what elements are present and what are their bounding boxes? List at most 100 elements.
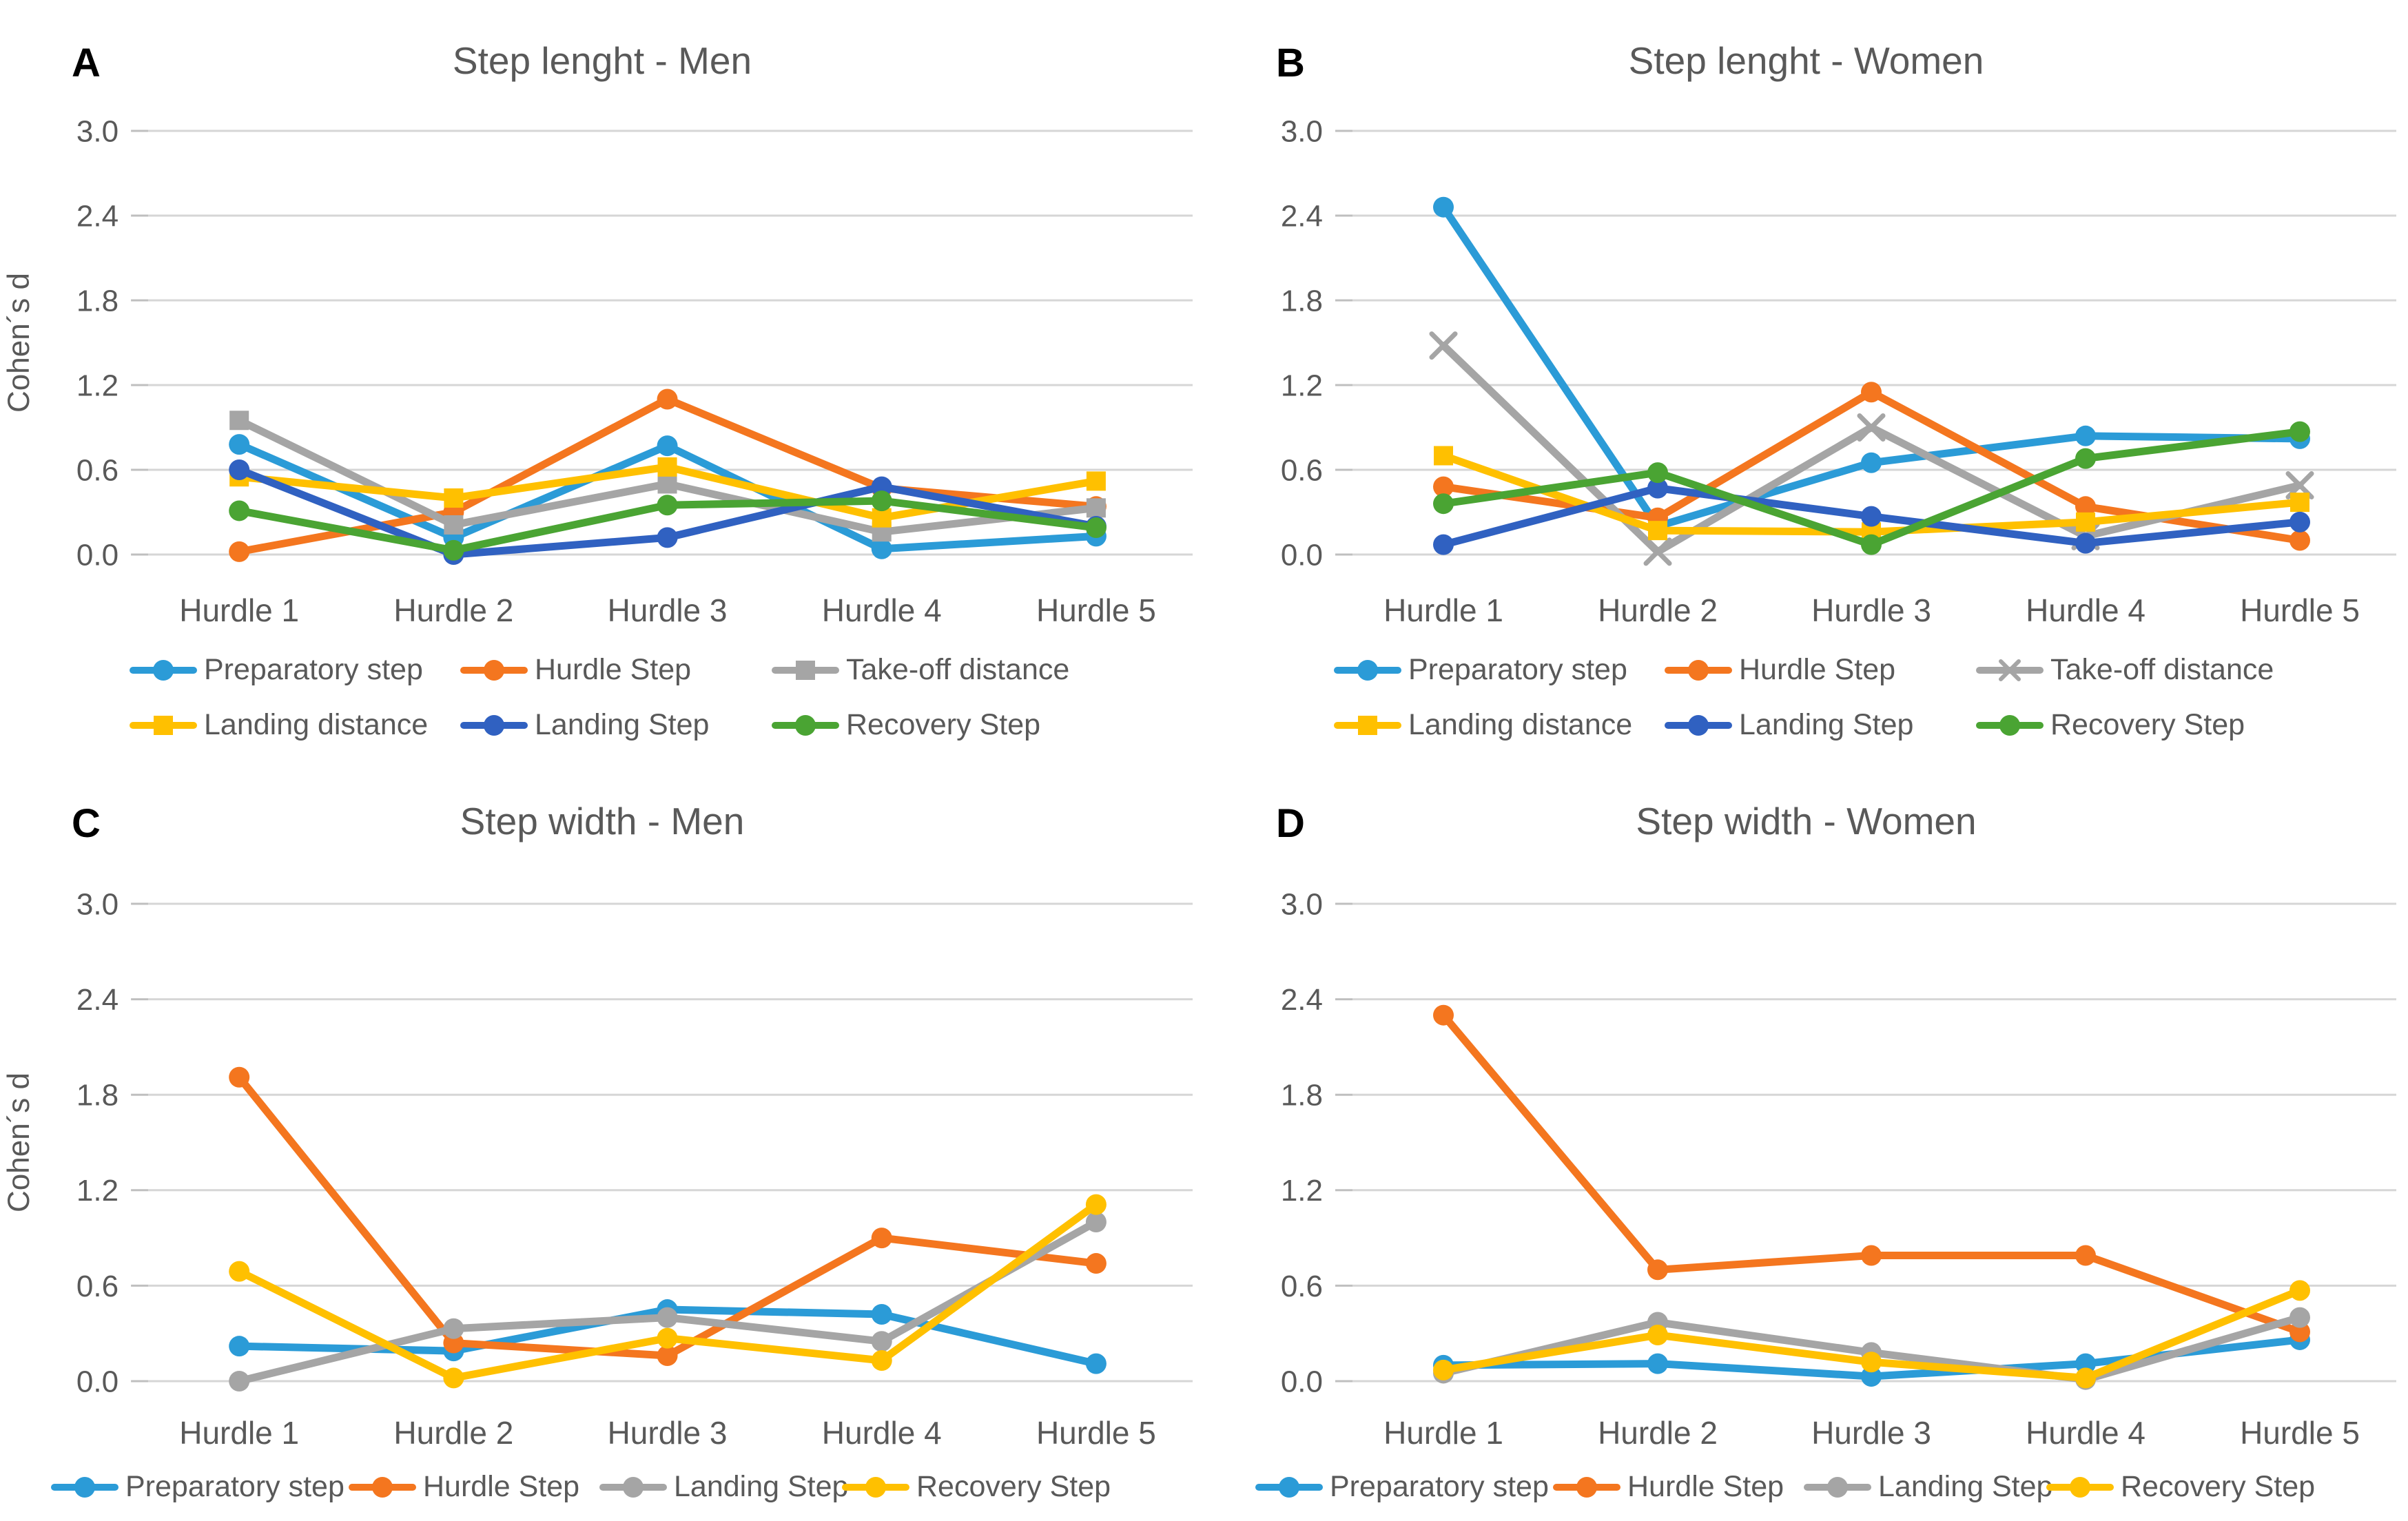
panel-b-title: Step lenght - Women xyxy=(1628,39,1984,82)
circle-marker-icon xyxy=(795,714,816,736)
legend-row: Preparatory step Hurdle Step Landing Step R… xyxy=(1204,1470,2408,1504)
legend-line xyxy=(1553,1476,1620,1498)
legend-label: Hurdle Step xyxy=(1739,653,1896,686)
y-tick-label: 0.6 xyxy=(76,453,119,487)
y-tick-label: 0.0 xyxy=(76,1365,119,1398)
data-point-circle xyxy=(1647,477,1668,499)
data-point-circle xyxy=(871,476,892,497)
data-point-circle xyxy=(2289,421,2310,442)
circle-marker-icon xyxy=(1827,1476,1848,1498)
series-recovery-step xyxy=(1433,1280,2310,1389)
legend-item-landing-distance: Landing distance xyxy=(130,708,460,742)
y-tick-label: 2.4 xyxy=(76,983,119,1017)
data-point-circle xyxy=(1085,1253,1107,1274)
legend-row: Landing distance Landing Step Recovery Ste… xyxy=(1204,708,2408,742)
legend-line xyxy=(51,1476,119,1498)
data-point-circle xyxy=(2075,425,2096,446)
data-point-circle xyxy=(1861,452,1882,473)
data-point-circle xyxy=(1861,382,1882,403)
panel-d-letter: D xyxy=(1276,801,1305,846)
data-point-circle xyxy=(229,500,250,521)
x-category-label: Hurdle 3 xyxy=(608,592,728,628)
data-point-circle xyxy=(2289,511,2310,532)
chart-a: 3.02.41.81.20.60.0 Cohen´s d Hurdle 1 Hurdl… xyxy=(2,114,1193,628)
x-category-label: Hurdle 1 xyxy=(179,1415,299,1451)
legend-item-landing-step: Landing Step xyxy=(599,1470,848,1504)
legend-row: Preparatory step Hurdle Step Take-off dist… xyxy=(0,653,1204,687)
data-point-circle xyxy=(443,1367,464,1389)
y-axis: 3.0 2.4 1.8 1.2 0.6 0.0 xyxy=(76,114,1193,572)
x-category-label: Hurdle 2 xyxy=(393,1415,513,1451)
legend-label: Landing Step xyxy=(1878,1470,2053,1503)
data-point-circle xyxy=(2075,496,2096,517)
series-line xyxy=(1439,203,2304,530)
y-tick-label: 1.8 xyxy=(76,1079,119,1113)
circle-marker-icon xyxy=(623,1476,644,1498)
x-category-label: Hurdle 5 xyxy=(2240,592,2360,628)
legend-line xyxy=(772,714,839,736)
data-point-x xyxy=(1857,413,1886,442)
circle-marker-icon xyxy=(1688,659,1709,681)
circle-marker-icon xyxy=(865,1476,886,1498)
data-point-circle xyxy=(1861,1352,1882,1373)
legend-label: Recovery Step xyxy=(846,708,1041,741)
legend-label: Recovery Step xyxy=(2050,708,2245,741)
data-point-circle xyxy=(229,1261,250,1282)
square-marker-icon xyxy=(796,660,815,680)
circle-marker-icon xyxy=(1357,659,1378,681)
legend-item-hurdle-step: Hurdle Step xyxy=(349,1470,599,1504)
legend-item-landing-step: Landing Step xyxy=(1804,1470,2052,1504)
panel-d: 3.0 2.4 1.8 1.2 0.6 0.0 Hurdle 1 Hurdle 2 Hurdle… xyxy=(1204,760,2408,1521)
data-point-circle xyxy=(1433,493,1454,515)
data-point-circle xyxy=(657,1345,678,1367)
data-point-square xyxy=(2076,512,2095,532)
x-category-label: Hurdle 4 xyxy=(2026,1415,2145,1451)
legend-label: Recovery Step xyxy=(916,1470,1111,1503)
legend-label: Landing Step xyxy=(535,708,710,741)
legend-label: Hurdle Step xyxy=(423,1470,580,1503)
data-point-circle xyxy=(443,1318,464,1339)
data-point-circle xyxy=(2075,1353,2096,1374)
panel-d-title: Step width - Women xyxy=(1636,800,1977,842)
x-category-label: Hurdle 1 xyxy=(179,592,299,628)
data-point-circle xyxy=(657,1327,678,1349)
y-tick-label: 0.6 xyxy=(1281,453,1323,487)
data-point-circle xyxy=(1085,1194,1107,1215)
y-tick-label: 3.0 xyxy=(1281,887,1323,921)
data-point-circle xyxy=(443,539,464,561)
legend-label: Preparatory step xyxy=(204,653,423,686)
data-point-circle xyxy=(871,490,892,512)
data-point-circle xyxy=(229,1336,250,1357)
data-point-circle xyxy=(871,1331,892,1352)
x-category-label: Hurdle 5 xyxy=(1036,592,1156,628)
panel-a: 3.0 2.4 1.8 1.2 0.6 0.0 Cohen´s d Hurdle 1 Hurdl… xyxy=(0,0,1204,760)
series-hurdle-step xyxy=(229,1066,1107,1367)
data-point-circle xyxy=(1433,196,1454,218)
legend-label: Landing Step xyxy=(1739,708,1914,741)
x-category-label: Hurdle 3 xyxy=(1811,1415,1931,1451)
circle-marker-icon xyxy=(1279,1476,1299,1498)
y-tick-label: 0.0 xyxy=(1281,538,1323,572)
legend-line xyxy=(130,659,197,681)
y-tick-label: 1.8 xyxy=(76,284,119,318)
y-axis: 3.0 2.4 1.8 1.2 0.6 0.0 xyxy=(1281,114,2396,572)
data-point-circle xyxy=(2289,1280,2310,1301)
data-point-circle xyxy=(1861,1245,1882,1266)
legend-line xyxy=(460,659,528,681)
data-point-circle xyxy=(229,459,250,480)
legend-line xyxy=(772,660,839,680)
x-category-label: Hurdle 2 xyxy=(1598,1415,1718,1451)
data-point-square xyxy=(872,508,892,528)
y-axis: 3.0 2.4 1.8 1.2 0.6 0.0 xyxy=(76,887,1193,1398)
series-recovery-step xyxy=(229,1194,1107,1389)
x-axis: Hurdle 1 Hurdle 2 Hurdle 3 Hurdle 4 Hurdle 5 xyxy=(1383,592,2360,628)
legend-label: Recovery Step xyxy=(2121,1470,2316,1503)
data-point-square xyxy=(2290,493,2309,513)
y-axis-title: Cohen´s d xyxy=(2,273,36,413)
legend-line xyxy=(1665,714,1732,736)
data-point-square xyxy=(1434,446,1453,466)
legend-label: Take-off distance xyxy=(846,653,1070,686)
data-point-circle xyxy=(2075,532,2096,554)
data-point-circle xyxy=(229,541,250,562)
